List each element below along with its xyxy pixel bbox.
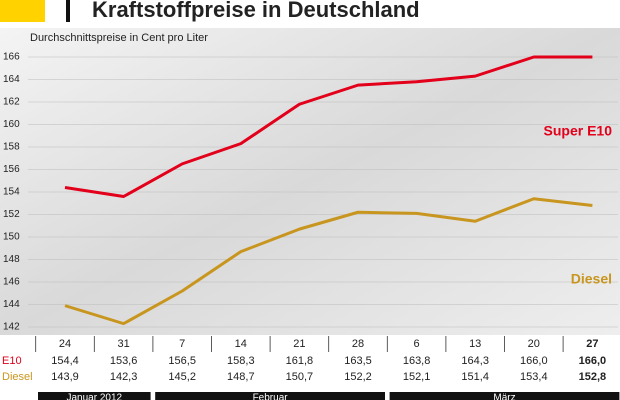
month-label: März — [493, 393, 515, 400]
value-label: 164,3 — [461, 355, 489, 367]
y-tick-label: 162 — [3, 97, 20, 108]
x-tick-label: 27 — [586, 338, 598, 350]
photo-area — [0, 28, 620, 335]
x-tick-label: 21 — [293, 338, 305, 350]
chart-subtitle: Durchschnittspreise in Cent pro Liter — [30, 32, 208, 44]
value-label: 152,1 — [403, 371, 431, 383]
row-label: Diesel — [2, 371, 33, 383]
month-label: Januar 2012 — [66, 393, 122, 400]
chart-title: Kraftstoffpreise in Deutschland — [92, 0, 420, 22]
x-tick-label: 20 — [528, 338, 540, 350]
accent-bar — [66, 0, 70, 22]
y-tick-label: 146 — [3, 277, 20, 288]
series-label: Diesel — [571, 271, 612, 287]
value-label: 145,2 — [168, 371, 196, 383]
y-tick-label: 148 — [3, 254, 20, 265]
y-tick-label: 142 — [3, 322, 20, 333]
row-label: E10 — [2, 355, 22, 367]
y-tick-label: 166 — [3, 52, 20, 63]
value-label: 142,3 — [110, 371, 138, 383]
value-label: 161,8 — [286, 355, 314, 367]
series-line — [64, 197, 593, 326]
value-label: 150,7 — [286, 371, 314, 383]
x-tick-label: 13 — [469, 338, 481, 350]
accent-square — [0, 0, 45, 22]
month-bar — [38, 392, 151, 400]
y-tick-label: 158 — [3, 142, 20, 153]
y-tick-label: 150 — [3, 232, 20, 243]
value-label: 166,0 — [579, 355, 607, 367]
value-label: 156,5 — [168, 355, 196, 367]
value-label: 154,4 — [51, 355, 79, 367]
value-label: 151,4 — [461, 371, 489, 383]
x-tick-label: 14 — [235, 338, 247, 350]
month-label: Februar — [253, 393, 289, 400]
value-label: 152,2 — [344, 371, 372, 383]
y-tick-label: 164 — [3, 74, 20, 85]
month-bar — [389, 392, 620, 400]
value-label: 153,4 — [520, 371, 548, 383]
value-label: 152,8 — [579, 371, 607, 383]
x-tick-label: 7 — [179, 338, 185, 350]
series-label: Super E10 — [544, 123, 613, 139]
x-tick-label: 31 — [117, 338, 129, 350]
value-label: 153,6 — [110, 355, 138, 367]
value-label: 143,9 — [51, 371, 79, 383]
value-label: 163,5 — [344, 355, 372, 367]
month-bar — [155, 392, 385, 400]
y-tick-label: 154 — [3, 187, 20, 198]
y-tick-label: 144 — [3, 299, 20, 310]
value-label: 166,0 — [520, 355, 548, 367]
y-tick-label: 152 — [3, 209, 20, 220]
value-label: 163,8 — [403, 355, 431, 367]
x-tick-label: 6 — [414, 338, 420, 350]
value-label: 158,3 — [227, 355, 255, 367]
series-line — [64, 55, 593, 198]
x-tick-label: 28 — [352, 338, 364, 350]
x-tick-label: 24 — [59, 338, 71, 350]
y-tick-label: 160 — [3, 119, 20, 130]
value-label: 148,7 — [227, 371, 255, 383]
y-tick-label: 156 — [3, 164, 20, 175]
